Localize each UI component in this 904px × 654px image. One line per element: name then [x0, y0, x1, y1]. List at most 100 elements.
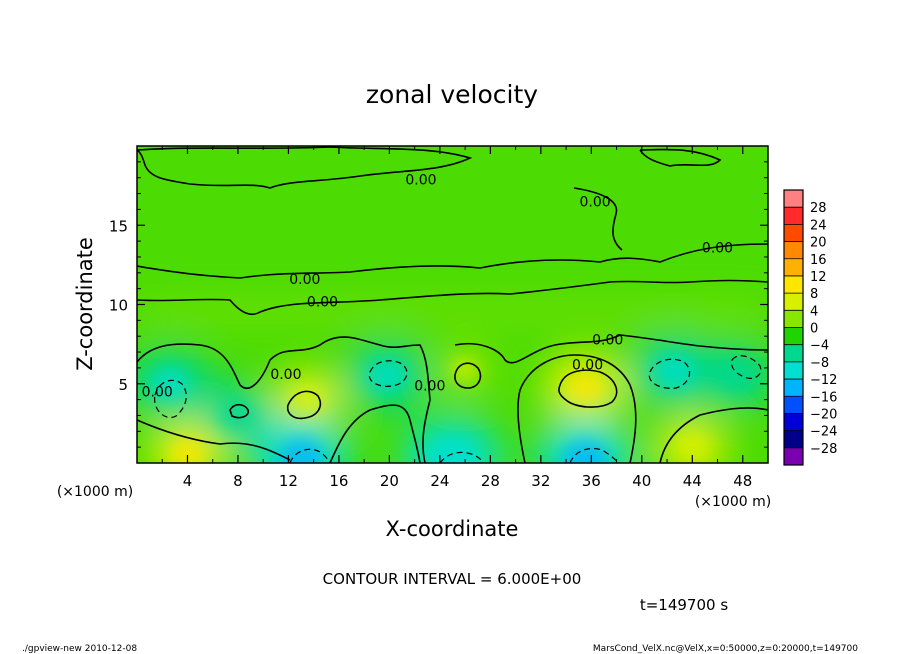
- contour-positive-36: [558, 369, 618, 408]
- x-tick-label: 20: [380, 472, 399, 490]
- contour-label: 0.00: [592, 332, 623, 348]
- contour-zero-lower-3: [329, 404, 421, 463]
- contour-neg-2: [154, 379, 187, 419]
- colorbar-label: −8: [810, 356, 829, 371]
- time-text: t=149700 s: [640, 596, 728, 614]
- colorbar-label: 4: [810, 304, 818, 319]
- field-core-8: [429, 439, 476, 463]
- colorbar-label: 20: [810, 236, 827, 251]
- colorbar-segment: [784, 275, 803, 294]
- colorbar-segment: [784, 361, 803, 380]
- contour-label: 0.00: [414, 378, 445, 394]
- y-tick-label: 5: [118, 376, 128, 394]
- contour-label: 0.00: [580, 194, 611, 210]
- field-core-3: [367, 359, 407, 393]
- x-axis-label: X-coordinate: [386, 517, 519, 541]
- field-core-10: [718, 360, 755, 391]
- contour-positive-26: [454, 362, 482, 389]
- contour-label: 0.00: [289, 272, 320, 288]
- field-core-11: [169, 438, 206, 463]
- contour-lines: [137, 146, 768, 463]
- field-blobs: [137, 299, 768, 463]
- y-tick-label: 15: [109, 217, 128, 235]
- contour-zero-lower-5: [454, 334, 768, 364]
- x-tick-label: 40: [632, 472, 651, 490]
- colorbar-label: −24: [810, 425, 837, 440]
- contour-label: 0.00: [572, 358, 603, 374]
- contour-lines-negative: [154, 355, 762, 463]
- contour-label: 0.00: [405, 172, 436, 188]
- x-tick-label: 44: [683, 472, 702, 490]
- contour-neg-bottom-25: [439, 451, 485, 463]
- field-band-positive: [137, 299, 768, 324]
- x-axis: 4 8 12 16 20 24 28 32 36 40 44 48: [161, 146, 752, 490]
- colorbar-segment: [784, 310, 803, 328]
- contour-neg-42: [648, 358, 691, 389]
- contour-zero-upper-wiggle: [573, 187, 623, 251]
- x-tick-label: 28: [481, 472, 500, 490]
- chart-title: zonal velocity: [366, 80, 538, 109]
- x-tick-label: 8: [233, 472, 243, 490]
- field-core-5: [150, 367, 190, 401]
- plot-area: 0.00 0.00 0.00 0.00 0.00 0.00 0.00 0.00 0.00 0.00: [137, 146, 768, 463]
- contour-positive-13: [286, 390, 322, 420]
- contour-zero-lower-4: [517, 354, 637, 463]
- contour-zero-mid: [137, 279, 768, 316]
- x-unit-label: (×1000 m): [695, 494, 771, 510]
- colorbar-segment: [784, 293, 803, 311]
- x-tick-label: 36: [582, 472, 601, 490]
- colorbar-segment: [784, 207, 803, 225]
- x-tick-label: 12: [279, 472, 298, 490]
- contour-zero-upper: [137, 146, 473, 189]
- colorbar-segment: [784, 430, 803, 449]
- colorbar-segment: [784, 447, 803, 466]
- contour-zero-lower-6: [659, 407, 768, 463]
- contour-neg-48: [730, 355, 762, 379]
- contour-label: 0.00: [702, 240, 733, 256]
- colorbar-segment: [784, 258, 803, 277]
- footer-right: MarsCond_VelX.nc@VelX,x=0:50000,z=0:2000…: [593, 644, 858, 654]
- x-tick-label: 48: [733, 472, 752, 490]
- colorbar-label: 16: [810, 253, 827, 268]
- field-core-0: [565, 370, 605, 404]
- contour-neg-20: [368, 360, 408, 387]
- x-tick-label: 24: [430, 472, 449, 490]
- y-axis: 5 10 15: [109, 161, 768, 448]
- colorbar-label: 24: [810, 218, 827, 233]
- colorbar-label: −16: [810, 390, 837, 405]
- colorbar-label: −20: [810, 407, 837, 422]
- contour-neg-bottom-35: [569, 447, 619, 463]
- colorbar-label: 12: [810, 270, 827, 285]
- x-tick-label: 32: [531, 472, 550, 490]
- contour-labels: 0.00 0.00 0.00 0.00 0.00 0.00 0.00 0.00 0.00 0.00: [142, 172, 733, 400]
- y-axis-label: Z-coordinate: [73, 237, 97, 371]
- contour-zero-top-right: [639, 148, 722, 167]
- contour-zero-lower: [137, 336, 431, 463]
- contour-interval-text: CONTOUR INTERVAL = 6.000E+00: [323, 570, 582, 588]
- x-tick-label: 16: [329, 472, 348, 490]
- field-core-6: [217, 400, 254, 431]
- colorbar-label: 28: [810, 201, 827, 216]
- colorbar-label: 8: [810, 287, 818, 302]
- colorbar-label: 0: [810, 322, 818, 337]
- colorbar-label: −28: [810, 442, 837, 457]
- contour-label: 0.00: [270, 367, 301, 383]
- field-core-12: [675, 433, 710, 462]
- contour-zero-upper-band: [137, 243, 768, 279]
- colorbar-segment: [784, 379, 803, 397]
- footer-left: ./gpview-new 2010-12-08: [22, 644, 137, 654]
- colorbar-segment: [784, 190, 803, 208]
- colorbar-segment: [784, 413, 803, 432]
- colorbar-segment: [784, 224, 803, 243]
- colorbar-segment: [784, 344, 803, 363]
- colorbar-label: −4: [810, 339, 829, 354]
- contour-label: 0.00: [307, 294, 338, 310]
- colorbar-segment: [784, 396, 803, 414]
- contour-neg-bottom-13: [289, 448, 331, 463]
- contour-zero-lower-2: [137, 419, 291, 461]
- colorbar-segment: [784, 241, 803, 260]
- y-unit-label: (×1000 m): [57, 484, 133, 500]
- field-core-7: [278, 437, 324, 463]
- x-tick-label: 4: [183, 472, 193, 490]
